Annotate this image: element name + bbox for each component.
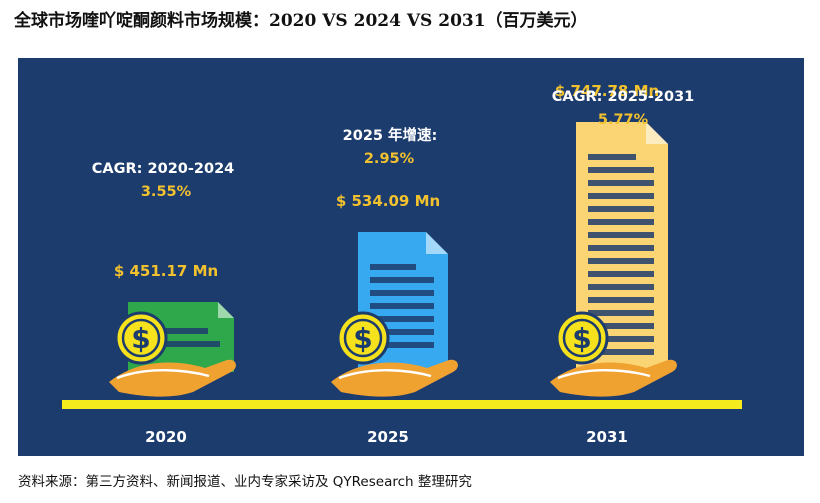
document-line-icon <box>140 341 220 347</box>
coin-ring-icon <box>343 318 383 358</box>
document-line-icon <box>588 323 654 329</box>
document-line-icon <box>588 154 636 160</box>
document-line-icon <box>588 180 654 186</box>
document-line-icon <box>588 297 654 303</box>
document-line-icon <box>588 310 654 316</box>
dollar-sign-icon: $ <box>353 322 372 355</box>
document-line-icon <box>370 316 434 322</box>
document-line-icon <box>370 290 434 296</box>
tick-label-2031: 2031 <box>586 428 628 446</box>
source-note: 资料来源：第三方资料、新闻报道、业内专家采访及 QYResearch 整理研究 <box>18 474 472 490</box>
cagr-2031-value: 5.77% <box>598 112 649 128</box>
chart-panel: $ $ $ $ 451.17 Mn 2020 $ 534.09 Mn 2025 $ 747.… <box>18 58 804 456</box>
value-label-2020: $ 451.17 Mn <box>114 262 218 280</box>
document-line-icon <box>370 342 434 348</box>
document-line-icon <box>140 328 208 334</box>
document-line-icon <box>588 349 654 355</box>
cagr-2031-label: CAGR: 2025-2031 <box>552 89 695 105</box>
cagr-2020-value: 3.55% <box>141 184 192 200</box>
hand-icon <box>550 359 677 397</box>
document-line-icon <box>588 245 654 251</box>
cagr-2020-label: CAGR: 2020-2024 <box>92 161 235 177</box>
growth-2025-value: 2.95% <box>364 151 415 167</box>
baseline-bar <box>62 400 742 409</box>
value-label-2025: $ 534.09 Mn <box>336 192 440 210</box>
document-line-icon <box>588 284 654 290</box>
document-line-icon <box>588 167 654 173</box>
document-line-icon <box>370 329 434 335</box>
hand-icon <box>109 359 236 397</box>
coin-ring-icon <box>562 318 602 358</box>
document-line-icon <box>370 277 434 283</box>
hand-outline-icon <box>557 369 651 380</box>
document-fold-2031 <box>646 122 668 144</box>
coin-ring-icon <box>121 318 161 358</box>
document-fold-2025 <box>426 232 448 254</box>
dollar-sign-icon: $ <box>572 322 591 355</box>
value-label-2031: $ 747.78 Mn <box>555 82 659 100</box>
document-line-icon <box>588 206 654 212</box>
document-line-icon <box>370 264 416 270</box>
document-line-icon <box>588 219 654 225</box>
dollar-sign-icon: $ <box>131 322 150 355</box>
tick-label-2020: 2020 <box>145 428 187 446</box>
document-line-icon <box>588 258 654 264</box>
document-line-icon <box>588 232 654 238</box>
hand-outline-icon <box>116 369 210 380</box>
document-line-icon <box>588 336 654 342</box>
chart-title: 全球市场喹吖啶酮颜料市场规模：2020 VS 2024 VS 2031（百万美元… <box>14 11 588 31</box>
tick-label-2025: 2025 <box>367 428 409 446</box>
hand-icon <box>331 359 458 397</box>
document-line-icon <box>370 303 434 309</box>
document-line-icon <box>588 193 654 199</box>
document-line-icon <box>588 271 654 277</box>
document-fold-2020 <box>218 302 234 318</box>
hand-outline-icon <box>338 369 432 380</box>
growth-2025-label: 2025 年增速: <box>343 126 438 144</box>
chart-svg: $ $ $ $ 451.17 Mn 2020 $ 534.09 Mn 2025 $ 747.… <box>62 82 742 446</box>
